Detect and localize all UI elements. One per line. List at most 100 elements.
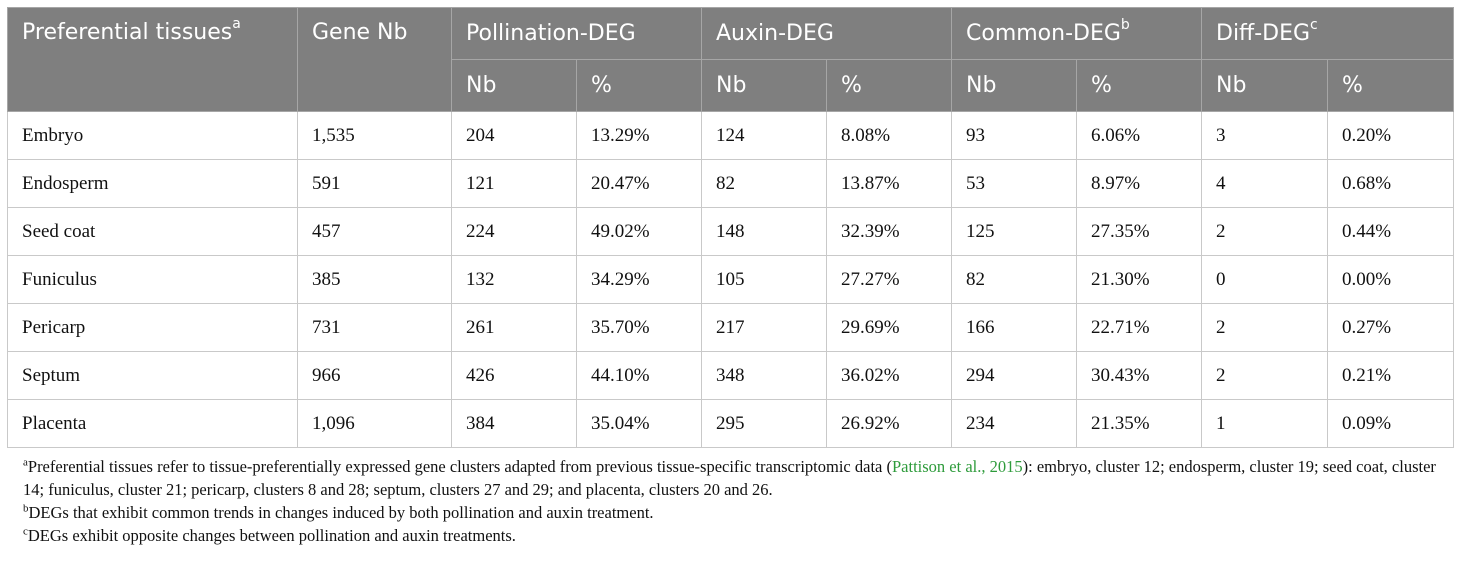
cell-pollination-pct: 35.04% xyxy=(576,399,702,448)
cell-diff-nb: 2 xyxy=(1201,207,1328,256)
cell-diff-pct: 0.68% xyxy=(1327,159,1454,208)
footnote-c: cDEGs exhibit opposite changes between p… xyxy=(23,525,516,545)
header-pollination-deg: Pollination-DEG xyxy=(451,7,702,60)
subheader-percent: % xyxy=(1327,59,1454,112)
cell-auxin-pct: 36.02% xyxy=(826,351,952,400)
subheader-row: Nb % Nb % Nb % Nb % xyxy=(8,59,1454,112)
cell-common-pct: 8.97% xyxy=(1076,159,1202,208)
cell-auxin-pct: 13.87% xyxy=(826,159,952,208)
cell-common-nb: 125 xyxy=(951,207,1077,256)
cell-auxin-pct: 26.92% xyxy=(826,399,952,448)
table-row: Seed coat 457 224 49.02% 148 32.39% 125 … xyxy=(7,207,1454,256)
cell-pollination-nb: 121 xyxy=(451,159,577,208)
cell-gene-nb: 731 xyxy=(297,303,452,352)
cell-tissue: Seed coat xyxy=(7,207,298,256)
cell-gene-nb: 1,535 xyxy=(297,111,452,160)
cell-auxin-pct: 8.08% xyxy=(826,111,952,160)
cell-tissue: Funiculus xyxy=(7,255,298,304)
cell-pollination-nb: 261 xyxy=(451,303,577,352)
cell-tissue: Pericarp xyxy=(7,303,298,352)
header-gene-nb: Gene Nb xyxy=(297,7,452,112)
cell-common-nb: 294 xyxy=(951,351,1077,400)
cell-diff-pct: 0.44% xyxy=(1327,207,1454,256)
cell-pollination-nb: 384 xyxy=(451,399,577,448)
subheader-nb: Nb xyxy=(701,59,827,112)
cell-gene-nb: 1,096 xyxy=(297,399,452,448)
cell-diff-nb: 0 xyxy=(1201,255,1328,304)
data-table-container: Preferential tissuesa Gene Nb Pollinatio… xyxy=(7,7,1454,448)
header-auxin-deg: Auxin-DEG xyxy=(701,7,952,60)
cell-common-nb: 166 xyxy=(951,303,1077,352)
cell-diff-pct: 0.09% xyxy=(1327,399,1454,448)
cell-diff-pct: 0.21% xyxy=(1327,351,1454,400)
table-footnotes: aPreferential tissues refer to tissue-pr… xyxy=(23,455,1443,547)
cell-diff-nb: 1 xyxy=(1201,399,1328,448)
cell-pollination-pct: 34.29% xyxy=(576,255,702,304)
cell-diff-pct: 0.27% xyxy=(1327,303,1454,352)
cell-pollination-nb: 204 xyxy=(451,111,577,160)
cell-pollination-pct: 13.29% xyxy=(576,111,702,160)
cell-auxin-nb: 148 xyxy=(701,207,827,256)
cell-common-nb: 82 xyxy=(951,255,1077,304)
subheader-percent: % xyxy=(576,59,702,112)
cell-tissue: Embryo xyxy=(7,111,298,160)
cell-tissue: Septum xyxy=(7,351,298,400)
footnote-b: bDEGs that exhibit common trends in chan… xyxy=(23,502,654,522)
cell-pollination-pct: 35.70% xyxy=(576,303,702,352)
table-row: Placenta 1,096 384 35.04% 295 26.92% 234… xyxy=(7,399,1454,448)
cell-common-pct: 27.35% xyxy=(1076,207,1202,256)
cell-gene-nb: 591 xyxy=(297,159,452,208)
cell-common-pct: 6.06% xyxy=(1076,111,1202,160)
cell-common-pct: 21.30% xyxy=(1076,255,1202,304)
data-table: Preferential tissuesa Gene Nb Pollinatio… xyxy=(7,7,1454,448)
cell-common-pct: 30.43% xyxy=(1076,351,1202,400)
subheader-nb: Nb xyxy=(451,59,577,112)
table-row: Funiculus 385 132 34.29% 105 27.27% 82 2… xyxy=(7,255,1454,304)
cell-pollination-nb: 132 xyxy=(451,255,577,304)
header-diff-deg: Diff-DEGc xyxy=(1201,7,1454,60)
cell-diff-nb: 4 xyxy=(1201,159,1328,208)
cell-gene-nb: 457 xyxy=(297,207,452,256)
cell-diff-nb: 2 xyxy=(1201,303,1328,352)
cell-auxin-nb: 217 xyxy=(701,303,827,352)
cell-pollination-pct: 44.10% xyxy=(576,351,702,400)
subheader-nb: Nb xyxy=(951,59,1077,112)
table-row: Pericarp 731 261 35.70% 217 29.69% 166 2… xyxy=(7,303,1454,352)
cell-common-pct: 22.71% xyxy=(1076,303,1202,352)
table-row: Embryo 1,535 204 13.29% 124 8.08% 93 6.0… xyxy=(7,111,1454,160)
cell-tissue: Endosperm xyxy=(7,159,298,208)
cell-gene-nb: 966 xyxy=(297,351,452,400)
cell-gene-nb: 385 xyxy=(297,255,452,304)
cell-auxin-nb: 105 xyxy=(701,255,827,304)
cell-auxin-pct: 32.39% xyxy=(826,207,952,256)
cell-auxin-nb: 82 xyxy=(701,159,827,208)
cell-auxin-nb: 124 xyxy=(701,111,827,160)
cell-common-pct: 21.35% xyxy=(1076,399,1202,448)
table-row: Endosperm 591 121 20.47% 82 13.87% 53 8.… xyxy=(7,159,1454,208)
cell-common-nb: 53 xyxy=(951,159,1077,208)
cell-common-nb: 93 xyxy=(951,111,1077,160)
cell-auxin-nb: 348 xyxy=(701,351,827,400)
cell-pollination-nb: 224 xyxy=(451,207,577,256)
cell-diff-pct: 0.00% xyxy=(1327,255,1454,304)
header-row: Preferential tissuesa Gene Nb Pollinatio… xyxy=(7,7,1454,112)
cell-tissue: Placenta xyxy=(7,399,298,448)
citation-link[interactable]: Pattison et al., 2015 xyxy=(891,457,1023,476)
table-row: Septum 966 426 44.10% 348 36.02% 294 30.… xyxy=(7,351,1454,400)
subheader-percent: % xyxy=(826,59,952,112)
cell-auxin-pct: 29.69% xyxy=(826,303,952,352)
subheader-nb: Nb xyxy=(1201,59,1328,112)
subheader-percent: % xyxy=(1076,59,1202,112)
cell-pollination-pct: 49.02% xyxy=(576,207,702,256)
cell-diff-pct: 0.20% xyxy=(1327,111,1454,160)
cell-pollination-nb: 426 xyxy=(451,351,577,400)
header-preferential-tissues: Preferential tissuesa xyxy=(7,7,298,112)
cell-auxin-pct: 27.27% xyxy=(826,255,952,304)
footnote-a: aPreferential tissues refer to tissue-pr… xyxy=(23,456,1436,499)
header-common-deg: Common-DEGb xyxy=(951,7,1202,60)
cell-common-nb: 234 xyxy=(951,399,1077,448)
cell-diff-nb: 3 xyxy=(1201,111,1328,160)
cell-auxin-nb: 295 xyxy=(701,399,827,448)
cell-diff-nb: 2 xyxy=(1201,351,1328,400)
cell-pollination-pct: 20.47% xyxy=(576,159,702,208)
